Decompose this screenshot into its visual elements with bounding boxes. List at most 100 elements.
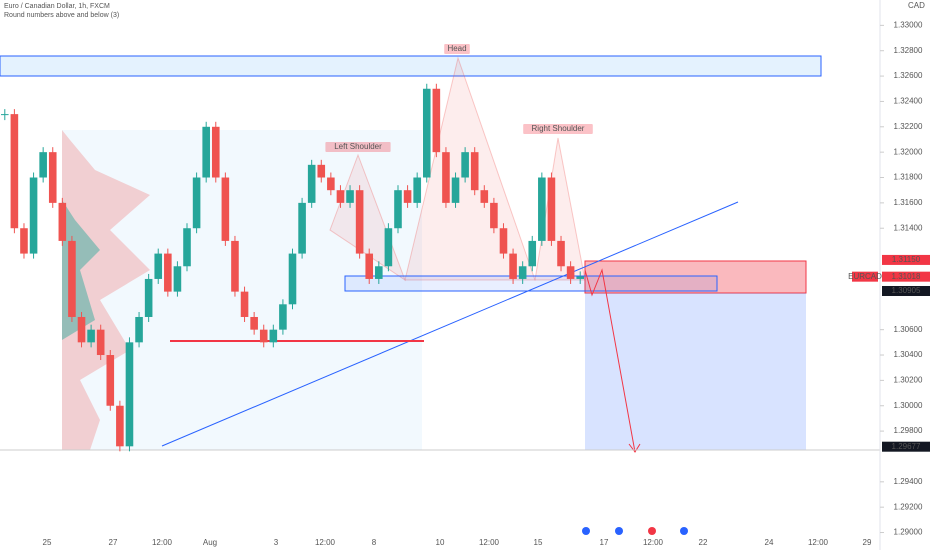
x-tick-label: 12:00 — [152, 538, 173, 547]
y-tick-label: 1.30600 — [894, 325, 923, 334]
candle — [566, 266, 575, 279]
y-tick-label: 1.31800 — [894, 173, 923, 182]
y-tick-label: 1.32200 — [894, 122, 923, 131]
symbol-tag-label: EURCAD — [848, 272, 882, 281]
resistance-zone — [0, 55, 822, 77]
indicator-title: Round numbers above and below (3) — [4, 12, 120, 19]
candle — [442, 152, 450, 203]
candle — [106, 355, 115, 406]
candle — [231, 240, 239, 292]
candle — [365, 253, 374, 279]
y-tick-label: 1.29800 — [894, 426, 923, 435]
y-tick-label: 1.32800 — [894, 46, 923, 55]
x-tick-label: 12:00 — [479, 538, 500, 547]
candle — [528, 240, 537, 267]
candle — [10, 114, 19, 229]
x-tick-label: 17 — [600, 538, 609, 547]
candle — [58, 202, 67, 241]
candle — [116, 405, 124, 447]
candle — [183, 228, 191, 267]
candle — [557, 240, 565, 267]
candle — [259, 329, 268, 343]
candle — [480, 190, 489, 203]
x-tick-label: 8 — [372, 538, 377, 547]
pattern-label: Right Shoulder — [532, 124, 585, 133]
candle — [211, 126, 220, 178]
x-tick-label: 3 — [274, 538, 279, 547]
candle — [346, 190, 354, 203]
pattern-label-bg — [444, 44, 470, 54]
candle — [547, 177, 556, 241]
target-zone — [585, 293, 806, 450]
pattern-label: Head — [447, 44, 466, 53]
x-tick-label: Aug — [203, 538, 217, 547]
candle — [336, 190, 345, 203]
x-tick-label: 22 — [699, 538, 708, 547]
y-tick-label: 1.29200 — [894, 502, 923, 511]
candle — [538, 177, 546, 241]
x-tick-label: 12:00 — [808, 538, 829, 547]
pattern-label-bg — [325, 142, 391, 152]
candle — [173, 266, 182, 292]
candle — [499, 228, 508, 254]
price-tag-label: 1.31150 — [892, 255, 921, 264]
candle — [490, 202, 498, 229]
y-tick-label: 1.30200 — [894, 375, 923, 384]
y-tick-label: 1.30000 — [894, 401, 923, 410]
x-tick-label: 15 — [534, 538, 543, 547]
y-tick-label: 1.32600 — [894, 71, 923, 80]
neckline-box — [344, 275, 718, 292]
projection-arrow — [584, 268, 641, 453]
candle — [470, 152, 479, 191]
candle — [48, 152, 57, 203]
x-tick-label: 24 — [765, 538, 774, 547]
y-tick-label: 1.29000 — [894, 528, 923, 537]
x-tick-label: 12:00 — [315, 538, 336, 547]
candle — [154, 253, 163, 279]
candle — [288, 253, 297, 305]
candle — [413, 177, 421, 203]
candle — [144, 278, 153, 317]
price-tag-label: 1.31018 — [892, 272, 921, 281]
x-tick-label: 10 — [436, 538, 445, 547]
price-tag-label: 1.30905 — [892, 286, 921, 295]
x-tick-label: 12:00 — [643, 538, 664, 547]
price-tag — [882, 254, 930, 265]
symbol-tag — [852, 271, 878, 282]
candle — [135, 316, 143, 343]
price-tag — [882, 285, 930, 296]
profile-range — [62, 130, 422, 450]
candle — [307, 164, 316, 203]
y-tick-label: 1.32000 — [894, 147, 923, 156]
candle — [39, 152, 47, 178]
trendline — [161, 201, 739, 447]
candle — [192, 177, 201, 229]
stop-zone — [584, 260, 807, 294]
y-tick-label: 1.32400 — [894, 97, 923, 106]
right-shoulder-pattern — [534, 137, 586, 281]
x-tick-label: 27 — [109, 538, 118, 547]
price-tag-label: 1.29677 — [892, 442, 921, 451]
candle — [20, 228, 28, 254]
candle — [355, 190, 364, 254]
candle — [461, 152, 469, 178]
event-icons — [582, 527, 688, 535]
x-tick-label: 25 — [43, 538, 52, 547]
y-tick-label: 1.31600 — [894, 198, 923, 207]
candle — [422, 88, 431, 178]
candle — [240, 291, 249, 317]
candle — [125, 342, 134, 447]
candle — [77, 316, 86, 343]
candle — [202, 126, 210, 178]
candle — [327, 177, 335, 191]
candle — [375, 266, 383, 279]
y-tick-label: 1.31400 — [894, 223, 923, 232]
candle — [1, 114, 9, 116]
candle — [269, 329, 278, 343]
candle — [518, 266, 527, 279]
candle — [279, 304, 287, 330]
y-tick-label: 1.29400 — [894, 477, 923, 486]
candle — [432, 88, 441, 153]
y-tick-label: 1.33000 — [894, 20, 923, 29]
